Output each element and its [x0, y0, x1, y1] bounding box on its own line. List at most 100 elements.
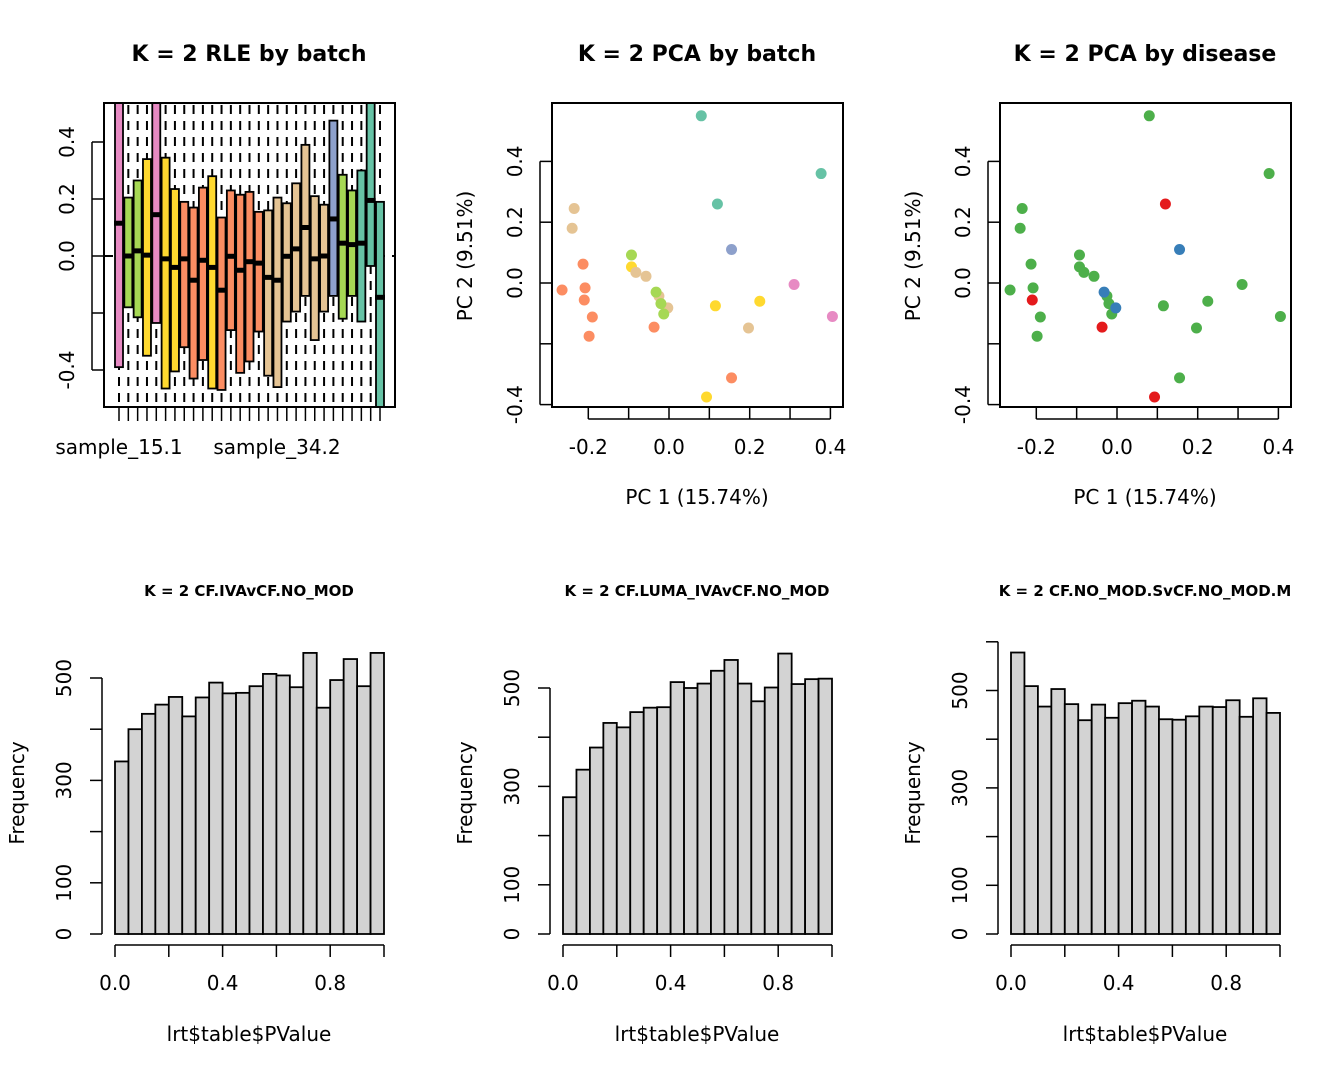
hist-y-tick-label: 100 — [948, 866, 972, 904]
hist2-title: K = 2 CF.LUMA_IVAvCF.NO_MOD — [565, 582, 830, 600]
pca-point — [1274, 310, 1286, 322]
pca-point — [1016, 203, 1028, 215]
pca-point — [1014, 222, 1026, 234]
hist1-ylabel: Frequency — [5, 741, 29, 844]
rle-box-marks — [104, 102, 395, 408]
pca-batch-plot-frame — [551, 102, 844, 408]
pca-point — [577, 258, 589, 270]
pca-y-tick-label: 0.2 — [503, 206, 527, 238]
pca-batch-ylabel: PC 2 (9.51%) — [453, 191, 477, 322]
hist-bar — [1238, 715, 1255, 935]
rle-boxplot-panel: K = 2 RLE by batch -0.4 0.0 0.2 0.4 sample_… — [55, 42, 396, 459]
hist-bar — [1211, 706, 1228, 935]
hist-bar — [817, 677, 833, 935]
hist1-bars — [114, 652, 385, 935]
pca-point — [625, 249, 637, 261]
pca-disease-panel: K = 2 PCA by disease -0.4 0.0 0.2 0.4 -0.2 0.… — [901, 42, 1294, 509]
rle-plot-frame — [103, 102, 396, 408]
pca-point — [709, 300, 721, 312]
hist-bar — [369, 652, 385, 935]
hist-bar — [1158, 718, 1174, 935]
pca-point — [1143, 110, 1155, 122]
hist-bar — [1090, 703, 1107, 935]
hist3-ylabel: Frequency — [901, 741, 925, 844]
rle-box — [170, 188, 180, 373]
pca-point — [1159, 198, 1171, 210]
hist-bar — [1104, 716, 1120, 935]
pca-batch-panel: K = 2 PCA by batch -0.4 0.0 0.2 0.4 -0.2 0.0 0… — [453, 42, 846, 509]
hist-bar — [1252, 697, 1268, 935]
hist-bar — [1131, 699, 1147, 935]
pca-point — [648, 321, 660, 333]
pca-point — [1149, 391, 1161, 403]
pca-point — [788, 279, 800, 291]
hist-bar — [221, 692, 237, 935]
rle-title: K = 2 RLE by batch — [132, 42, 367, 67]
pca-x-tick-label: 0.2 — [734, 435, 766, 459]
hist-bar — [275, 674, 291, 935]
hist-bar — [356, 685, 372, 935]
hist-x-tick-label: 0.0 — [99, 971, 131, 995]
hist-bar — [1050, 688, 1066, 935]
rle-y-axis: -0.4 0.0 0.2 0.4 — [55, 126, 104, 390]
rle-box — [253, 210, 264, 333]
pca-disease-points — [1004, 110, 1286, 403]
hist-bar — [1225, 699, 1241, 935]
hist-bar — [302, 652, 318, 935]
pca-disease-plot-frame — [999, 102, 1292, 408]
pca-point — [826, 310, 838, 322]
rle-y-tick-label: 0.4 — [55, 126, 79, 158]
hist-y-tick-label: 500 — [948, 671, 972, 709]
hist-bar — [777, 652, 793, 935]
pca-batch-axes: -0.4 0.0 0.2 0.4 -0.2 0.0 0.2 0.4 — [503, 145, 846, 459]
rle-y-tick-label: 0.0 — [55, 240, 79, 272]
rle-box — [235, 193, 246, 374]
pca-y-tick-label: 0.0 — [951, 267, 975, 299]
pca-point — [655, 298, 667, 310]
hist-bar — [1077, 719, 1093, 935]
pca-batch-xlabel: PC 1 (15.74%) — [625, 485, 768, 509]
rle-x-tick-label-2: sample_34.2 — [213, 435, 340, 459]
pca-point — [695, 110, 707, 122]
pca-point — [1110, 302, 1122, 314]
pca-point — [1236, 279, 1248, 291]
hist3-bars — [1010, 651, 1281, 935]
pca-point — [815, 168, 827, 180]
hist-y-tick-label: 500 — [500, 669, 524, 707]
hist-bar — [683, 687, 699, 935]
rle-box — [365, 102, 376, 267]
hist-y-tick-label: 300 — [52, 761, 76, 799]
hist3-axes: 0 100 300 500 0.0 0.4 0.8 — [948, 641, 1281, 995]
hist-bar — [1063, 703, 1080, 935]
hist-bar — [1117, 702, 1133, 935]
pca-point — [1174, 244, 1186, 256]
pca-y-tick-label: -0.4 — [951, 385, 975, 424]
hist-bar — [629, 711, 645, 935]
pca-point — [742, 322, 754, 334]
pca-point — [1031, 330, 1043, 342]
hist-bar — [1144, 705, 1160, 935]
pca-x-tick-label: -0.2 — [569, 435, 608, 459]
rle-box — [375, 200, 385, 408]
hist-bar — [315, 706, 332, 935]
pca-point — [658, 308, 670, 320]
hist-bar — [1010, 651, 1026, 935]
rle-box — [356, 169, 367, 323]
pca-point — [1174, 372, 1186, 384]
rle-box — [188, 206, 199, 380]
hist-bar — [208, 681, 224, 935]
rle-box — [263, 209, 274, 377]
hist1-axes: 0 100 300 500 0.0 0.4 0.8 — [52, 659, 385, 995]
hist-bar — [1023, 685, 1039, 935]
hist-y-tick-label: 500 — [52, 659, 76, 697]
pca-point — [640, 270, 652, 282]
pca-y-tick-label: 0.4 — [951, 145, 975, 177]
rle-box — [179, 200, 190, 349]
hist-x-tick-label: 0.8 — [314, 971, 346, 995]
hist1-xlabel: lrt$table$PValue — [167, 1022, 332, 1046]
hist-bar — [140, 712, 157, 935]
hist-bar — [288, 686, 305, 935]
hist3-title: K = 2 CF.NO_MOD.SvCF.NO_MOD.M — [999, 582, 1292, 600]
hist-bar — [656, 706, 672, 935]
